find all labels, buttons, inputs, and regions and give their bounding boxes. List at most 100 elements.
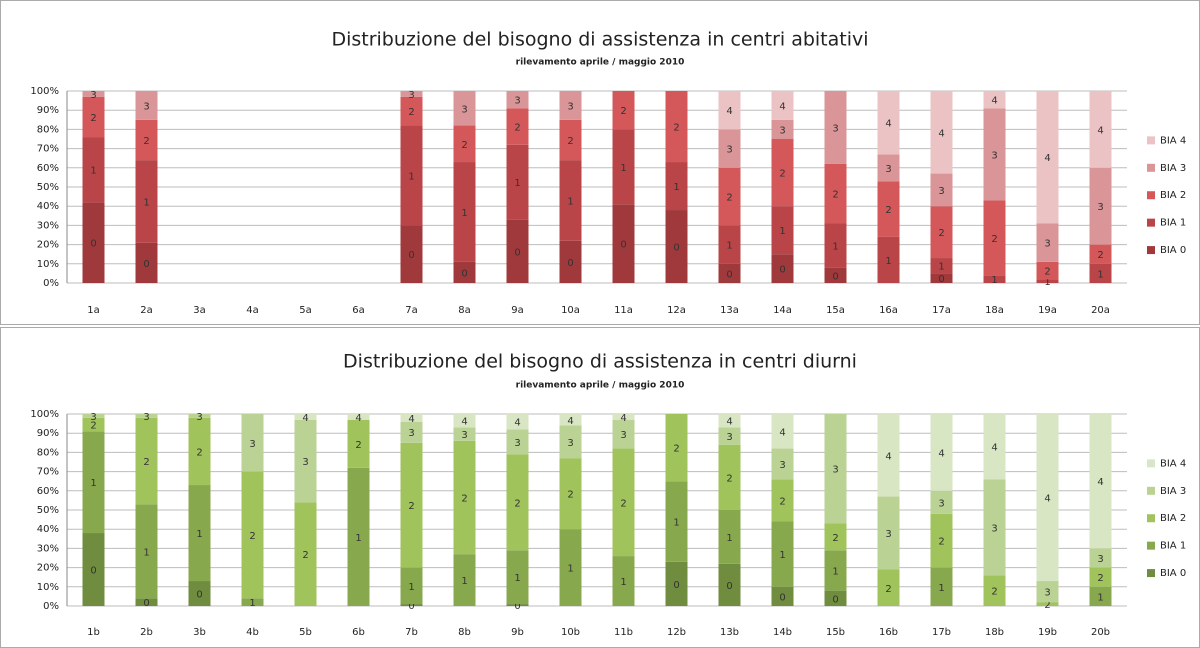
bar-segment (1036, 581, 1059, 603)
y-tick-label: 40% (37, 524, 59, 535)
x-tick-label: 20b (1091, 627, 1110, 638)
data-label: 4 (938, 128, 944, 139)
bar-segment (612, 91, 635, 130)
data-label: 1 (1097, 592, 1103, 603)
y-tick-label: 10% (37, 259, 59, 270)
x-tick-label: 12b (667, 627, 686, 638)
data-label: 4 (567, 416, 573, 427)
data-label: 2 (1097, 573, 1103, 584)
bar-segment (400, 125, 423, 226)
bar-segment (506, 550, 529, 605)
bar-segment (771, 91, 794, 120)
bar-segment (241, 471, 264, 599)
legend-swatch (1147, 246, 1155, 255)
data-label: 3 (938, 186, 944, 197)
x-tick-label: 13a (720, 305, 739, 316)
bar-segment (1036, 223, 1059, 262)
x-tick-label: 1a (87, 305, 100, 316)
bar-segment (1089, 167, 1112, 245)
y-tick-label: 20% (37, 240, 59, 251)
data-label: 2 (726, 193, 732, 204)
y-tick-label: 100% (30, 86, 59, 97)
data-label: 0 (779, 265, 785, 276)
data-label: 1 (355, 533, 361, 544)
bar-segment (983, 479, 1006, 576)
data-label: 2 (249, 531, 255, 542)
data-label: 3 (1097, 554, 1103, 565)
data-label: 3 (90, 412, 96, 423)
data-label: 3 (143, 412, 149, 423)
data-label: 2 (938, 228, 944, 239)
y-tick-label: 30% (37, 220, 59, 231)
y-tick-label: 50% (37, 505, 59, 516)
data-label: 0 (567, 258, 573, 269)
data-label: 3 (408, 428, 414, 439)
data-label: 4 (1044, 494, 1050, 505)
y-tick-label: 0% (43, 601, 59, 612)
x-tick-label: 9a (511, 305, 524, 316)
x-tick-label: 18a (985, 305, 1004, 316)
bar-segment (506, 429, 529, 455)
data-label: 0 (832, 594, 838, 605)
bar-segment (983, 414, 1006, 480)
x-tick-label: 8b (458, 627, 471, 638)
bar-segment (1089, 91, 1112, 168)
data-label: 0 (408, 250, 414, 261)
bar-segment (1089, 548, 1112, 568)
data-label: 2 (1044, 267, 1050, 278)
data-label: 3 (779, 460, 785, 471)
bar-segment (453, 440, 476, 555)
y-tick-label: 90% (37, 428, 59, 439)
bar-segment (400, 604, 423, 606)
bar-segment (559, 425, 582, 459)
bar-segment (135, 414, 158, 418)
bar-segment (983, 91, 1006, 109)
bar-segment (930, 567, 953, 606)
x-tick-label: 12a (667, 305, 686, 316)
data-label: 1 (673, 182, 679, 193)
bar-segment (453, 125, 476, 163)
x-tick-label: 18b (985, 627, 1004, 638)
data-label: 3 (938, 498, 944, 509)
data-label: 3 (196, 412, 202, 423)
x-tick-label: 9b (511, 627, 524, 638)
data-label: 3 (461, 104, 467, 115)
bar-segment (718, 263, 741, 283)
data-label: 1 (1044, 277, 1050, 288)
bar-segment (824, 550, 847, 591)
data-label: 1 (620, 163, 626, 174)
bar-segment (612, 448, 635, 557)
data-label: 0 (461, 268, 467, 279)
y-tick-label: 80% (37, 447, 59, 458)
data-label: 3 (302, 457, 308, 468)
bar-segment (930, 206, 953, 259)
data-label: 0 (726, 581, 732, 592)
bar-segment (400, 91, 423, 97)
chart-title: Distribuzione del bisogno di assistenza … (343, 351, 857, 373)
data-label: 2 (991, 234, 997, 245)
data-label: 1 (196, 529, 202, 540)
bar-segment (188, 485, 211, 582)
bar-segment (453, 554, 476, 606)
x-tick-label: 19b (1038, 627, 1057, 638)
bar-segment (612, 129, 635, 205)
bar-segment (1036, 414, 1059, 582)
bar-segment (347, 419, 370, 468)
data-label: 2 (1044, 600, 1050, 611)
data-label: 1 (514, 178, 520, 189)
x-tick-label: 3b (193, 627, 206, 638)
data-label: 4 (885, 451, 891, 462)
x-tick-label: 11b (614, 627, 633, 638)
data-label: 3 (832, 123, 838, 134)
chart-subtitle: rilevamento aprile / maggio 2010 (516, 58, 685, 68)
bar-segment (612, 204, 635, 283)
data-label: 4 (461, 417, 467, 428)
data-label: 3 (1044, 239, 1050, 250)
data-label: 0 (832, 271, 838, 282)
bar-segment (930, 414, 953, 491)
legend-swatch (1147, 191, 1155, 200)
bar-segment (559, 458, 582, 530)
bar-segment (771, 448, 794, 480)
bar-segment (718, 414, 741, 428)
